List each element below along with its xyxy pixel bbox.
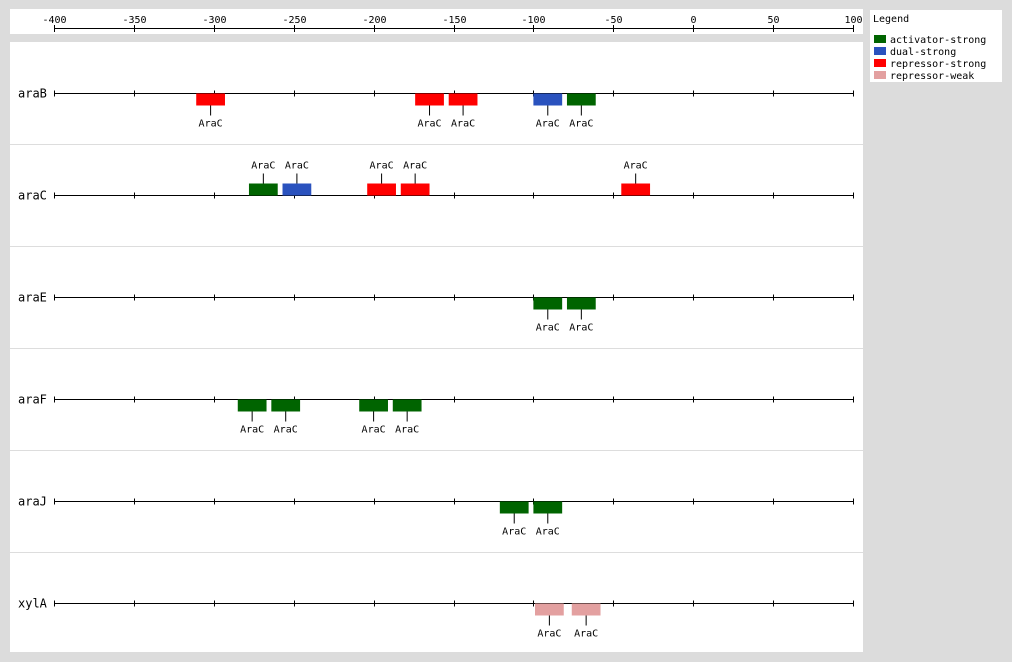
axis-tick-label: 50 xyxy=(767,15,779,26)
axis-tick-label: 0 xyxy=(690,15,696,26)
axis-tick-label: -50 xyxy=(604,15,622,26)
binding-site xyxy=(196,93,225,106)
site-label: AraC xyxy=(451,119,475,130)
site-label: AraC xyxy=(417,119,441,130)
binding-site xyxy=(621,183,651,196)
axis-tick-label: -150 xyxy=(442,15,466,26)
site-label: AraC xyxy=(624,161,648,172)
site-label: AraC xyxy=(251,161,275,172)
axis-tick-label: -350 xyxy=(122,15,146,26)
site-label: AraC xyxy=(395,425,419,436)
legend-swatch-activator-strong xyxy=(874,35,886,43)
legend-swatch-repressor-weak xyxy=(874,71,886,79)
binding-site xyxy=(571,603,601,616)
binding-site xyxy=(271,399,301,412)
binding-site xyxy=(534,603,564,616)
binding-site xyxy=(248,183,278,196)
binding-site xyxy=(392,399,422,412)
binding-site xyxy=(566,297,596,310)
site-label: AraC xyxy=(537,629,561,640)
legend-label: activator-strong xyxy=(890,35,987,46)
legend-swatch-dual-strong xyxy=(874,47,886,55)
gene-label: araE xyxy=(18,291,47,305)
site-label: AraC xyxy=(274,425,298,436)
site-label: AraC xyxy=(370,161,394,172)
site-label: AraC xyxy=(536,119,560,130)
binding-site xyxy=(237,399,267,412)
binding-site xyxy=(448,93,478,106)
binding-site xyxy=(359,399,388,412)
axis-tick-label: -100 xyxy=(521,15,545,26)
axis-tick-label: -300 xyxy=(202,15,226,26)
position-axis: -400 -350 -300 -250 -200 -150 -100 -50 0 50 100 xyxy=(42,15,863,32)
gene-tracks: araB AraC AraC AraC AraC AraC araC AraC AraC AraC… xyxy=(10,87,863,640)
site-label: AraC xyxy=(502,527,526,538)
legend: Legend activator-strong dual-strong repr… xyxy=(870,10,1002,82)
site-label: AraC xyxy=(574,629,598,640)
gene-label: araF xyxy=(18,393,47,407)
binding-site xyxy=(533,93,563,106)
site-label: AraC xyxy=(536,323,560,334)
gene-label: araB xyxy=(18,87,47,101)
legend-label: repressor-strong xyxy=(890,59,987,70)
gene-label: araJ xyxy=(18,495,47,509)
legend-title: Legend xyxy=(873,14,910,25)
legend-item-repressor-weak: repressor-weak xyxy=(874,71,974,83)
binding-site xyxy=(566,93,596,106)
site-label: AraC xyxy=(569,323,593,334)
legend-swatch-repressor-strong xyxy=(874,59,886,67)
site-label: AraC xyxy=(569,119,593,130)
axis-tick-label: -250 xyxy=(282,15,306,26)
binding-site xyxy=(282,183,312,196)
binding-site xyxy=(367,183,396,196)
gene-tracks-panel: araB AraC AraC AraC AraC AraC araC AraC AraC AraC… xyxy=(10,42,863,652)
position-axis-panel: -400 -350 -300 -250 -200 -150 -100 -50 0 50 100 xyxy=(10,9,863,34)
site-label: AraC xyxy=(199,119,223,130)
legend-label: repressor-weak xyxy=(890,71,975,82)
axis-tick-label: -200 xyxy=(362,15,386,26)
binding-site xyxy=(499,501,529,514)
site-label: AraC xyxy=(285,161,309,172)
site-label: AraC xyxy=(362,425,386,436)
gene-label: araC xyxy=(18,189,47,203)
legend-item-repressor-strong: repressor-strong xyxy=(874,59,986,71)
axis-tick-label: 100 xyxy=(844,15,862,26)
site-label: AraC xyxy=(403,161,427,172)
binding-site xyxy=(415,93,444,106)
legend-label: dual-strong xyxy=(890,47,957,58)
site-label: AraC xyxy=(240,425,264,436)
binding-site xyxy=(400,183,430,196)
binding-site xyxy=(533,297,563,310)
binding-site xyxy=(533,501,563,514)
legend-item-dual-strong: dual-strong xyxy=(874,47,956,59)
site-label: AraC xyxy=(536,527,560,538)
legend-item-activator-strong: activator-strong xyxy=(874,35,986,47)
axis-tick-label: -400 xyxy=(42,15,66,26)
gene-label: xylA xyxy=(18,597,48,611)
